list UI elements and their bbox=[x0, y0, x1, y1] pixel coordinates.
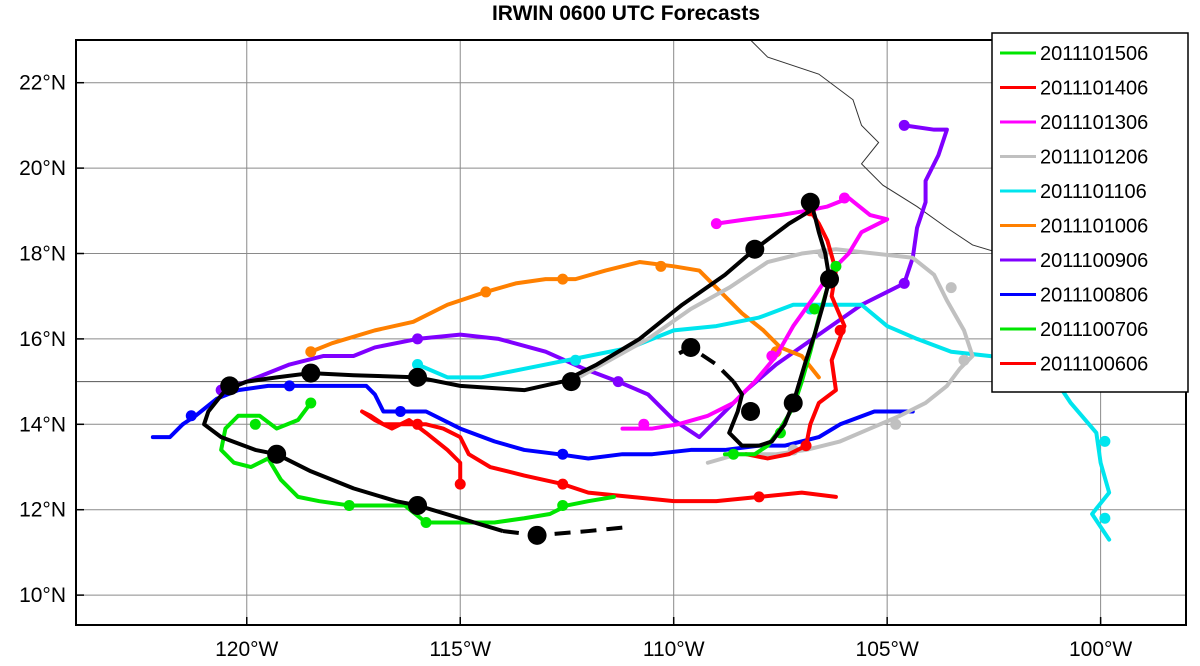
track-point bbox=[727, 448, 739, 460]
track-point bbox=[420, 517, 432, 529]
track-line bbox=[219, 123, 949, 440]
track-point bbox=[958, 354, 970, 366]
chart-title: IRWIN 0600 UTC Forecasts bbox=[492, 2, 760, 25]
track-point bbox=[305, 397, 317, 409]
best-track-line bbox=[202, 209, 812, 533]
track-point bbox=[557, 478, 569, 490]
x-tick-label: 105°W bbox=[856, 638, 919, 661]
track-point bbox=[898, 277, 910, 289]
legend: 2011101506 2011101406 2011101306 2011101206… bbox=[991, 32, 1189, 393]
best-track-point bbox=[267, 444, 287, 464]
forecast-tracks bbox=[150, 119, 1112, 542]
track-point bbox=[557, 499, 569, 511]
track-point bbox=[1099, 435, 1111, 447]
series-2011100606 bbox=[360, 409, 838, 504]
track-point bbox=[1099, 512, 1111, 524]
track-point bbox=[570, 354, 581, 366]
x-tick-label: 110°W bbox=[643, 638, 705, 661]
track-point bbox=[480, 286, 492, 298]
track-point bbox=[343, 499, 355, 511]
track-point bbox=[838, 192, 850, 204]
track-point bbox=[412, 333, 424, 345]
track-line bbox=[308, 260, 821, 380]
best-track-point bbox=[408, 367, 428, 387]
track-point bbox=[655, 260, 667, 272]
best-track-point bbox=[408, 495, 428, 515]
track-point bbox=[557, 448, 569, 460]
track-point bbox=[283, 380, 295, 392]
y-tick-label: 20°N bbox=[19, 157, 66, 180]
legend-label: 2011100906 bbox=[1040, 250, 1148, 272]
x-tick-label: 115°W bbox=[429, 638, 491, 661]
track-point bbox=[809, 303, 821, 315]
legend-label: 2011101206 bbox=[1040, 147, 1148, 169]
track-point bbox=[305, 346, 317, 358]
track-point bbox=[710, 218, 722, 230]
track-point bbox=[834, 324, 846, 336]
track-point bbox=[753, 491, 765, 503]
best-track-point bbox=[220, 376, 240, 396]
track-point bbox=[766, 350, 778, 362]
series-2011101306 bbox=[620, 192, 890, 431]
track-point bbox=[830, 260, 842, 272]
track-point bbox=[945, 282, 957, 294]
best-track-point bbox=[561, 372, 581, 392]
best-track-point bbox=[681, 337, 701, 357]
track-point bbox=[890, 418, 902, 430]
track-point bbox=[638, 418, 650, 430]
track-point bbox=[249, 418, 261, 430]
series-2011100706 bbox=[219, 397, 616, 529]
track-point bbox=[612, 376, 624, 388]
best-track-point bbox=[820, 269, 840, 289]
track-point bbox=[454, 478, 466, 490]
track-line bbox=[360, 409, 838, 504]
y-tick-label: 10°N bbox=[19, 584, 66, 607]
best-track bbox=[202, 192, 840, 545]
best-track-point bbox=[741, 401, 761, 421]
best-track-point bbox=[783, 393, 803, 413]
y-tick-label: 16°N bbox=[19, 328, 66, 351]
x-tick-label: 100°W bbox=[1069, 638, 1132, 661]
y-tick-label: 22°N bbox=[19, 72, 66, 95]
track-line bbox=[744, 208, 847, 461]
best-track-dashed bbox=[672, 345, 735, 384]
track-line bbox=[219, 400, 616, 525]
legend-label: 2011100606 bbox=[1040, 354, 1148, 376]
y-tick-label: 18°N bbox=[19, 243, 66, 266]
x-tick-label: 120°W bbox=[215, 638, 278, 661]
track-point bbox=[898, 119, 910, 131]
axis-ticks: 120°W 115°W 110°W 105°W 100°W 10°N 12°N 14°N 16°… bbox=[19, 72, 1132, 661]
track-point bbox=[800, 440, 812, 452]
best-track-point bbox=[301, 363, 321, 383]
track-point bbox=[412, 359, 424, 371]
legend-label: 2011100706 bbox=[1040, 319, 1148, 341]
series-2011100906 bbox=[215, 119, 949, 440]
best-track-dashed bbox=[502, 524, 632, 538]
legend-label: 2011100806 bbox=[1040, 285, 1148, 307]
track-point bbox=[412, 418, 424, 430]
legend-label: 2011101106 bbox=[1040, 181, 1147, 203]
y-tick-label: 12°N bbox=[19, 499, 66, 522]
track-point bbox=[557, 273, 569, 285]
best-track-point bbox=[745, 239, 765, 259]
legend-label: 2011101306 bbox=[1040, 112, 1148, 134]
track-point bbox=[394, 405, 406, 417]
track-line bbox=[569, 247, 975, 465]
best-track-point bbox=[527, 525, 547, 545]
legend-label: 2011101006 bbox=[1040, 216, 1148, 238]
legend-box bbox=[991, 32, 1189, 393]
legend-label: 2011101506 bbox=[1040, 43, 1148, 65]
legend-label: 2011101406 bbox=[1040, 78, 1148, 100]
track-point bbox=[185, 410, 197, 422]
y-tick-label: 14°N bbox=[19, 413, 66, 436]
best-track-point bbox=[800, 192, 820, 212]
